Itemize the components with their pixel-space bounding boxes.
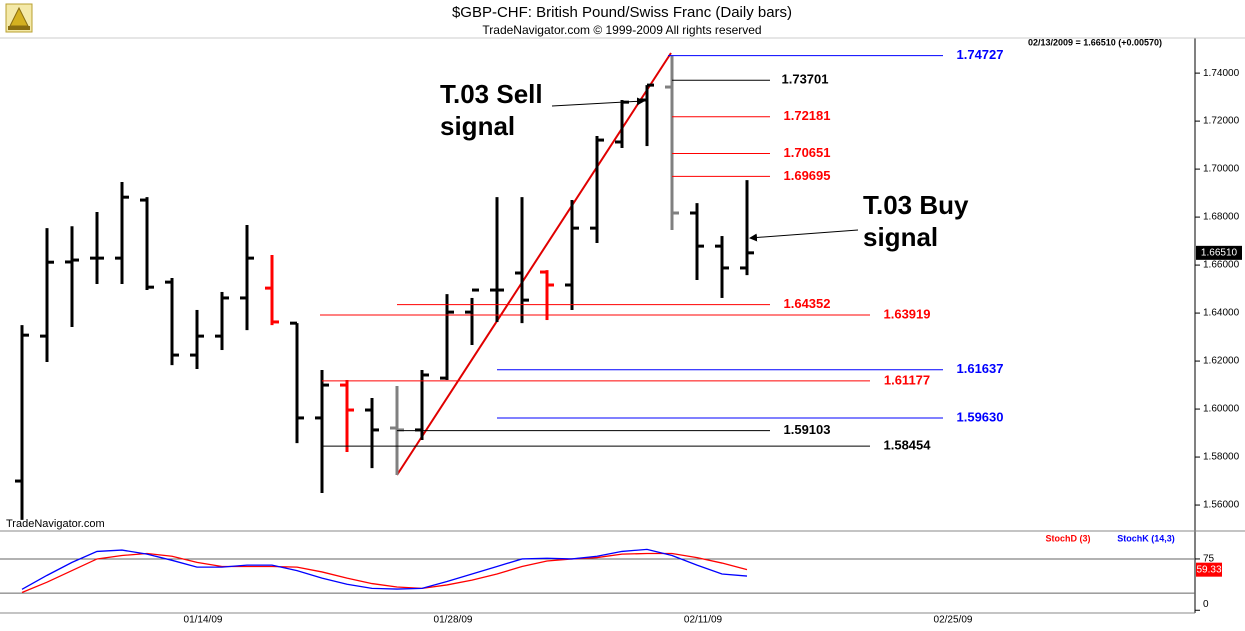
level-label: 1.70651 — [784, 145, 831, 160]
level-label: 1.73701 — [782, 72, 829, 87]
chart-subtitle: TradeNavigator.com © 1999-2009 All right… — [482, 23, 761, 37]
level-label: 1.59630 — [957, 409, 1004, 424]
stoch-line — [21, 548, 748, 590]
annotation-line: signal — [863, 222, 938, 252]
level-label: 1.59103 — [784, 422, 831, 437]
level-label: 1.69695 — [784, 168, 831, 183]
y-tick-label: 75 — [1203, 554, 1215, 565]
watermark: TradeNavigator.com — [6, 518, 105, 530]
bars — [15, 55, 754, 520]
y-tick-label: 1.66000 — [1203, 260, 1240, 271]
y-tick-label: 1.58000 — [1203, 452, 1240, 463]
legend-entry: StochD (3) — [1046, 533, 1091, 543]
annotations: T.03 Sell signal T.03 Buy signal — [440, 79, 969, 252]
level-label: 1.64352 — [784, 296, 831, 311]
chart-title: $GBP-CHF: British Pound/Swiss Franc (Dai… — [452, 4, 792, 21]
last-price-label: 1.66510 — [1201, 247, 1238, 258]
annotation-line: signal — [440, 111, 515, 141]
level-label: 1.63919 — [884, 306, 931, 321]
y-tick-label: 1.74000 — [1203, 68, 1240, 79]
last-value-label: 59.33 — [1196, 564, 1221, 575]
level-label: 1.61177 — [884, 372, 930, 387]
level-label: 1.72181 — [784, 108, 831, 123]
x-tick-label: 01/28/09 — [434, 615, 473, 626]
x-tick-label: 02/25/09 — [934, 615, 973, 626]
x-tick-label: 02/11/09 — [684, 615, 723, 626]
y-tick-label: 1.70000 — [1203, 164, 1240, 175]
header-quote: 02/13/2009 = 1.66510 (+0.00570) — [1028, 37, 1162, 47]
trend-line — [396, 52, 672, 476]
annotation-line: T.03 Sell — [440, 79, 543, 109]
y-tick-label: 1.60000 — [1203, 404, 1240, 415]
y-tick-label: 1.62000 — [1203, 356, 1240, 367]
level-label: 1.58454 — [884, 438, 932, 453]
last-price-box — [1196, 245, 1242, 260]
x-tick-label: 01/14/09 — [184, 615, 223, 626]
y-tick-label: 0 — [1203, 599, 1209, 610]
last-value-box — [1196, 562, 1222, 577]
level-label: 1.61637 — [957, 361, 1004, 376]
annotation-arrow — [551, 97, 645, 107]
y-tick-label: 1.72000 — [1203, 116, 1240, 127]
y-tick-label: 1.56000 — [1203, 500, 1240, 511]
level-label: 1.74727 — [957, 47, 1004, 62]
annotation-line: T.03 Buy — [863, 190, 969, 220]
legend-entry: StochK (14,3) — [1117, 533, 1175, 543]
annotation-arrow — [749, 229, 859, 242]
y-tick-label: 1.64000 — [1203, 308, 1240, 319]
logo — [5, 3, 33, 33]
y-tick-label: 1.68000 — [1203, 212, 1240, 223]
